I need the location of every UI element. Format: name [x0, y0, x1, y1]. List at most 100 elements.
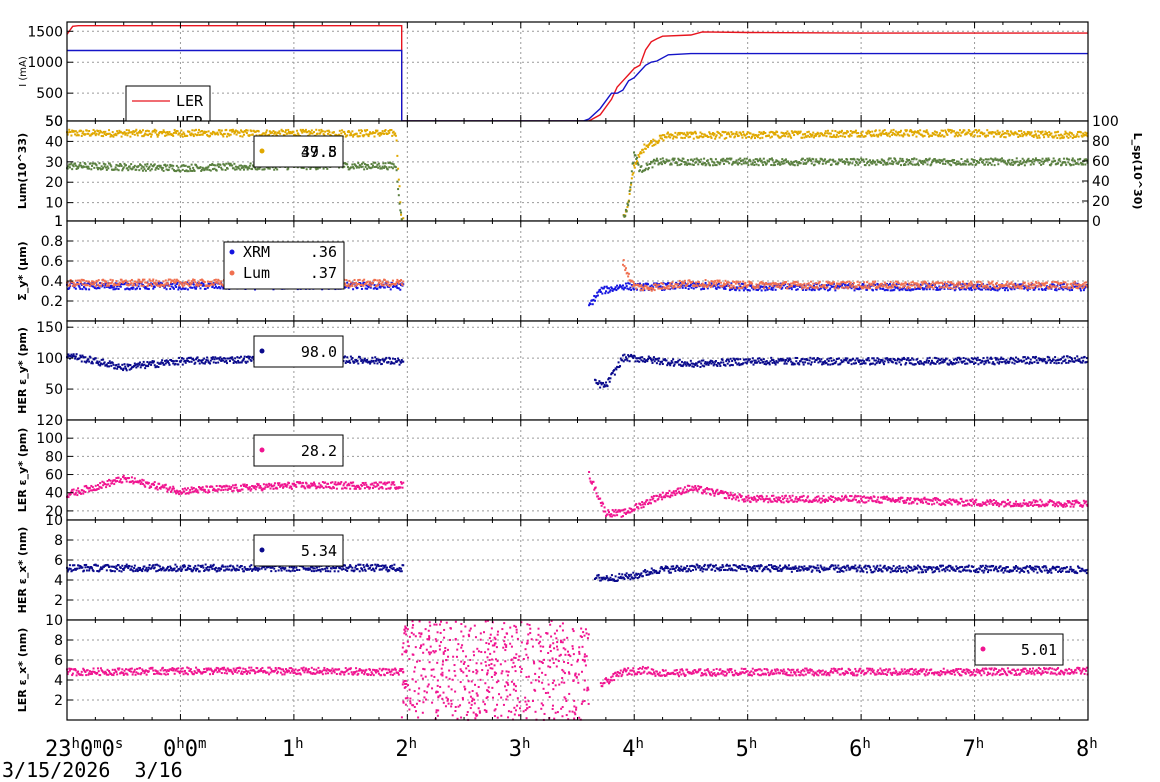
data-point [635, 162, 638, 165]
data-point [767, 160, 770, 163]
data-point [255, 134, 258, 137]
data-point [931, 281, 934, 284]
data-point [886, 134, 889, 137]
data-point [655, 157, 658, 160]
data-point [684, 161, 687, 164]
data-point [967, 131, 970, 134]
data-point [787, 287, 790, 290]
data-point [749, 160, 752, 163]
data-point [911, 131, 914, 134]
data-point [164, 165, 167, 168]
data-point [88, 285, 91, 288]
data-point [1023, 131, 1026, 134]
data-point [111, 361, 114, 364]
data-point [891, 284, 894, 287]
data-point [222, 287, 225, 290]
data-point [630, 284, 633, 287]
data-point [195, 165, 198, 168]
data-point [981, 131, 984, 134]
data-point [82, 286, 85, 289]
data-point [925, 131, 928, 134]
data-point [759, 137, 762, 140]
data-point [1005, 132, 1008, 135]
data-point [781, 158, 784, 161]
data-point [817, 132, 820, 135]
data-point [658, 283, 661, 286]
data-point [773, 161, 776, 164]
data-point [790, 160, 793, 163]
data-point [119, 130, 122, 133]
data-point [862, 283, 865, 286]
data-point [161, 282, 164, 285]
data-point [978, 284, 981, 287]
data-point [812, 131, 815, 134]
data-point [1077, 163, 1080, 166]
data-point [939, 281, 942, 284]
data-point [119, 281, 122, 284]
data-point [717, 282, 720, 285]
data-point [627, 200, 630, 203]
data-point [360, 287, 363, 290]
data-point [926, 163, 929, 166]
data-point [352, 135, 355, 138]
data-point [848, 280, 851, 283]
data-point [214, 285, 217, 288]
data-point [933, 158, 936, 161]
data-point [651, 166, 654, 169]
data-point [723, 284, 726, 287]
data-point [892, 281, 895, 284]
data-point [727, 284, 730, 287]
data-point [692, 164, 695, 167]
data-point [73, 283, 76, 286]
data-point [229, 162, 232, 165]
data-point [880, 162, 883, 165]
data-point [94, 287, 97, 290]
data-point [120, 135, 123, 138]
data-point [672, 157, 675, 160]
y-tick-label: 50 [45, 114, 63, 130]
data-point [233, 360, 236, 363]
data-point [980, 285, 983, 288]
data-point [1060, 287, 1063, 290]
data-point [74, 284, 77, 287]
data-point [236, 130, 239, 133]
data-point [175, 360, 178, 363]
data-point [855, 129, 858, 132]
data-point [326, 167, 329, 170]
data-point [385, 281, 388, 284]
data-point [813, 135, 816, 138]
data-point [945, 132, 948, 135]
data-point [889, 131, 892, 134]
data-point [756, 284, 759, 287]
data-point [700, 135, 703, 138]
data-point [156, 135, 159, 138]
data-point [978, 287, 981, 290]
data-point [687, 136, 690, 139]
data-point [232, 167, 235, 170]
data-point [118, 165, 121, 168]
data-point [82, 130, 85, 133]
data-point [883, 284, 886, 287]
data-point [593, 294, 596, 297]
data-point [911, 158, 914, 161]
data-point [959, 134, 962, 137]
data-point [380, 132, 383, 135]
data-point [593, 299, 596, 302]
legend-marker [229, 270, 235, 276]
data-point [679, 285, 682, 288]
data-point [387, 281, 390, 284]
data-point [966, 158, 969, 161]
grid [67, 22, 1088, 121]
data-point [226, 135, 229, 138]
data-point [694, 130, 697, 133]
data-point [826, 129, 829, 132]
data-point [197, 285, 200, 288]
data-point [1017, 135, 1020, 138]
data-point [686, 163, 689, 166]
data-point [328, 131, 331, 134]
plot-area [67, 221, 1088, 321]
data-point [164, 359, 167, 362]
series-her [66, 353, 1089, 389]
data-point [829, 287, 832, 290]
data-point [933, 130, 936, 133]
